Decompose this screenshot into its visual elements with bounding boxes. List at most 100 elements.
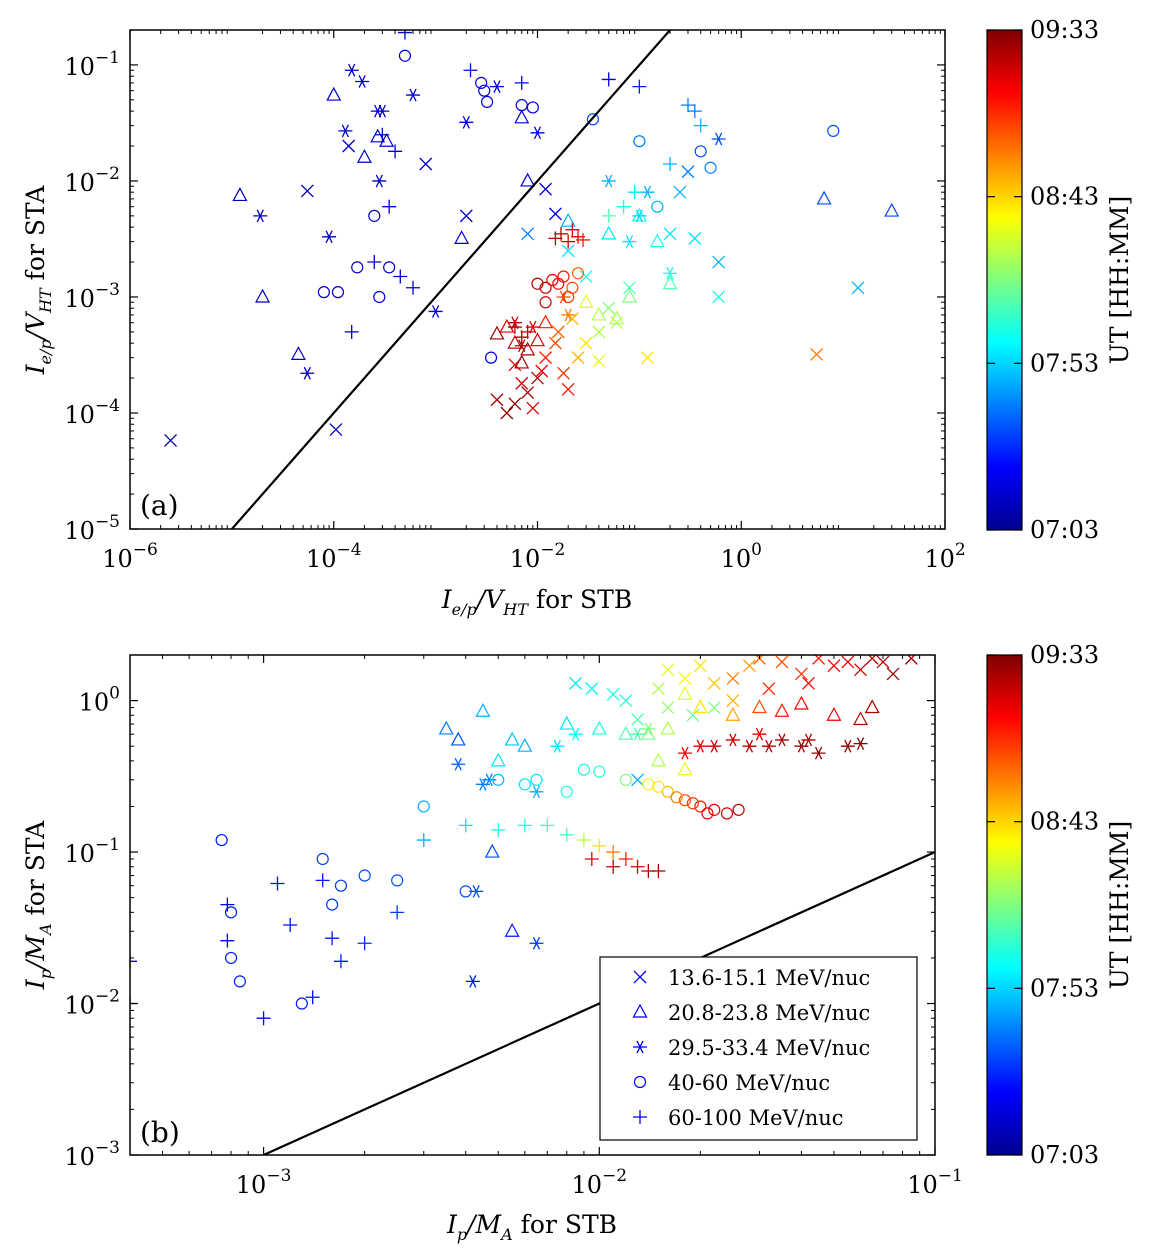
panel-b-point-x — [569, 676, 583, 690]
panel-a-point-triangle — [649, 233, 665, 248]
panel-a-point-triangle — [499, 318, 515, 333]
legend-entry-label: 40-60 MeV/nuc — [668, 1071, 830, 1095]
panel-a-point-asterisk — [561, 308, 576, 322]
panel-b-point-x — [876, 655, 890, 669]
panel-b-point-circle — [678, 794, 692, 807]
panel-b-point-triangle — [484, 843, 500, 858]
panel-a-y-tick-label: 10−4 — [64, 396, 120, 429]
panel-a-point-circle — [531, 277, 544, 290]
panel-a-point-circle — [539, 296, 552, 309]
panel-a-point-triangle — [514, 354, 530, 369]
colorbar-tick-label: 07:53 — [1030, 974, 1099, 1002]
panel-a-point-triangle — [454, 230, 470, 244]
panel-a-point-x — [419, 157, 433, 171]
panel-a-point-circle — [478, 84, 491, 97]
panel-a-point-asterisk — [711, 132, 726, 146]
panel-b-point-triangle — [826, 707, 842, 721]
panel-a-point-asterisk — [428, 305, 443, 318]
panel-a-point-plus — [601, 208, 616, 223]
panel-b-point-asterisk — [677, 746, 692, 760]
panel-b-point-circle — [732, 803, 745, 816]
panel-b-point-plus — [333, 954, 348, 969]
panel-b-point-asterisk — [801, 733, 816, 747]
panel-b-point-circle — [560, 785, 573, 798]
panel-b-point-plus — [576, 833, 591, 848]
panel-b-point-asterisk — [761, 739, 776, 753]
panel-a-point-x — [602, 301, 616, 315]
panel-a-point-x — [490, 393, 504, 407]
panel-a-identity-line — [231, 30, 671, 529]
panel-b-point-triangle — [692, 699, 708, 714]
colorbar-tick-label: 09:33 — [1030, 16, 1099, 44]
colorbar-b-ticks: 07:03 07:53 08:43 09:33 — [987, 641, 1099, 1169]
panel-a-point-circle — [475, 76, 488, 89]
panel-b-point-x — [631, 713, 645, 726]
panel-a-point-x — [571, 351, 585, 365]
panel-b-point-x — [812, 655, 826, 665]
panel-a-point-triangle — [560, 212, 576, 227]
legend-marker-asterisk — [633, 1040, 647, 1054]
panel-a-point-x — [521, 227, 535, 241]
panel-a-point-x — [508, 397, 522, 411]
panel-a-point-circle — [515, 99, 528, 112]
panel-a-point-triangle — [326, 86, 342, 101]
panel-a-point-asterisk — [459, 115, 474, 129]
panel-b-point-x — [726, 672, 740, 685]
panel-b-point-plus — [517, 818, 532, 833]
panel-a-data-points — [164, 30, 900, 447]
panel-b-point-plus — [390, 905, 405, 920]
panel-a-point-asterisk — [375, 104, 390, 118]
panel-b-point-x — [707, 676, 721, 690]
panel-b-point-circle — [642, 778, 655, 791]
panel-a-point-triangle — [631, 207, 647, 222]
panel-b-point-asterisk — [529, 936, 544, 950]
colorbar-b-gradient — [986, 654, 1023, 1156]
panel-b-point-plus — [256, 1011, 271, 1026]
panel-b-point-triangle — [864, 699, 880, 714]
panel-b-point-circle — [215, 833, 228, 847]
panel-b-point-circle — [391, 874, 404, 887]
panel-a-point-plus — [382, 199, 397, 214]
panel-a-point-circle — [546, 273, 559, 287]
panel-a-point-plus — [507, 320, 522, 335]
panel-b-point-circle — [224, 906, 238, 919]
panel-b-y-tick-label: 10−2 — [64, 987, 120, 1020]
panel-b-point-x — [854, 663, 867, 677]
panel-a-point-circle — [368, 209, 381, 222]
panel-a-point-x — [557, 366, 570, 380]
panel-b-point-circle — [417, 800, 430, 813]
panel-a-point-x — [592, 354, 606, 368]
panel-b-point-asterisk — [451, 757, 466, 771]
panel-a-point-asterisk — [372, 174, 387, 188]
panel-b-point-triangle — [793, 695, 809, 710]
panel-b-point-plus — [606, 845, 621, 860]
legend-marker-triangle — [632, 1003, 648, 1018]
panel-b-point-circle — [694, 800, 707, 813]
panel-b-point-circle — [577, 763, 591, 776]
panel-b-point-plus — [592, 838, 607, 853]
panel-a-point-triangle — [255, 288, 271, 303]
panel-b-point-circle — [316, 852, 329, 866]
panel-b-point-triangle — [677, 761, 693, 776]
panel-b-point-circle — [358, 869, 371, 882]
scatter-panel-b: 10−3 10−2 10−1 10−3 10−2 10−1 100 (b) Ip/MA fo… — [21, 654, 963, 1244]
panel-b-point-x — [886, 667, 900, 681]
panel-a-point-circle — [539, 281, 552, 294]
legend-entry-label: 20.8-23.8 MeV/nuc — [668, 1001, 870, 1025]
panel-b-point-plus — [270, 876, 285, 891]
panel-b-point-circle — [593, 765, 606, 778]
colorbar-a-ticks: 07:03 07:53 08:43 09:33 — [987, 16, 1099, 544]
panel-b-point-x — [686, 708, 700, 722]
panel-b-point-circle — [619, 773, 632, 786]
panel-a-point-triangle — [609, 310, 625, 325]
panel-b-point-asterisk — [742, 739, 757, 753]
panel-a-axes-frame — [129, 29, 946, 530]
panel-b-point-x — [802, 676, 815, 690]
panel-a-point-plus — [553, 226, 568, 241]
panel-a-point-asterisk — [514, 339, 529, 353]
panel-b-point-plus — [315, 873, 330, 888]
panel-b-point-triangle — [450, 731, 466, 746]
panel-b-point-plus — [559, 827, 574, 842]
panel-a-point-plus — [406, 280, 421, 295]
